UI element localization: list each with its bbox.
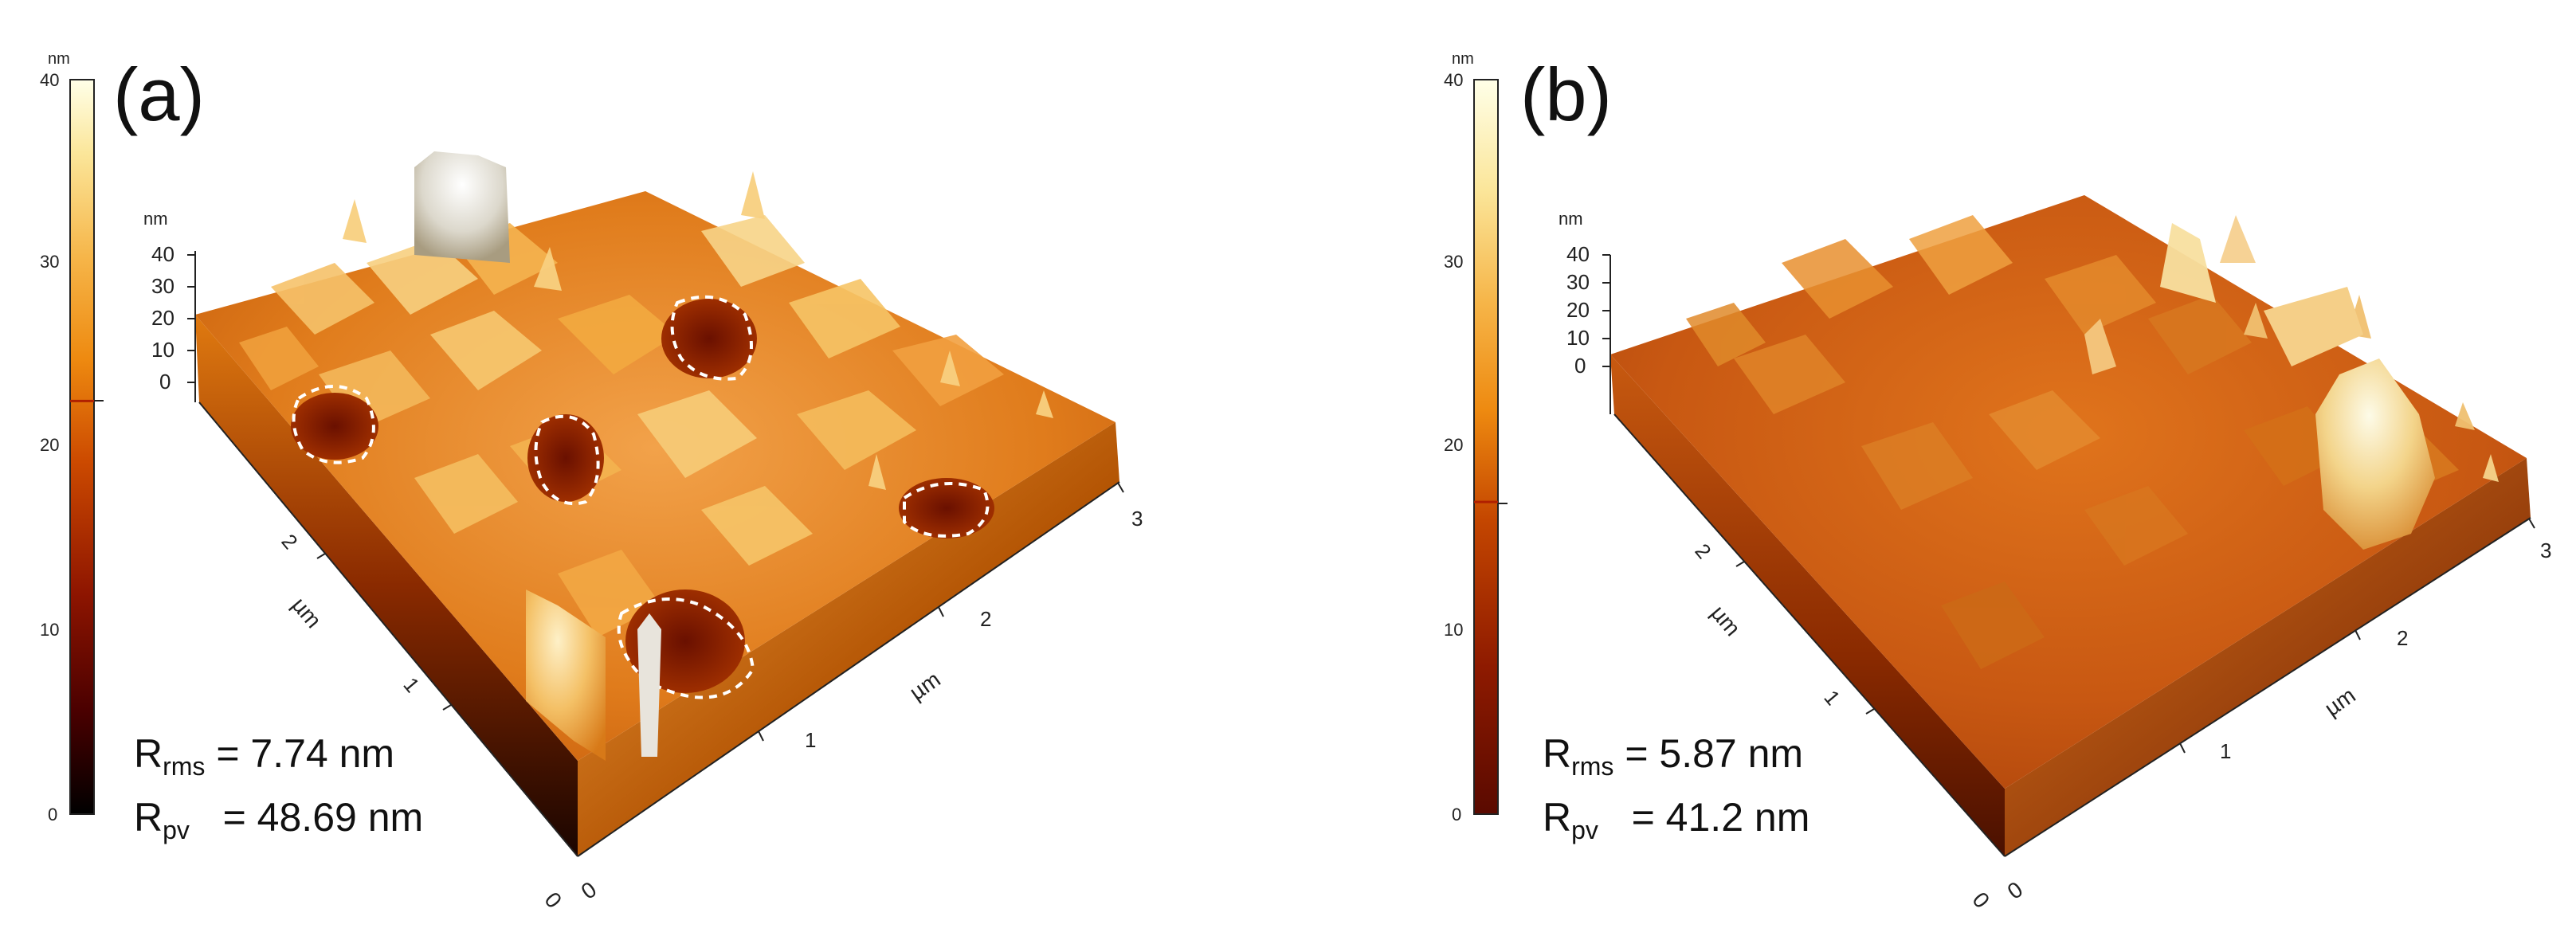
colorbar-tick: 0 [1452,805,1461,824]
rpv-symbol: R [1543,795,1572,840]
x-axis-unit: µm [2320,683,2360,721]
z-axis-tick: 0 [159,370,171,394]
colorbar-tick: 30 [1444,252,1463,272]
z-axis-tick: 30 [151,274,174,298]
afm-surface-a: nm 0 10 20 30 40 [40,50,1143,913]
x-axis-tick: 2 [2397,626,2408,650]
z-axis-tick: 10 [1566,326,1590,350]
y-axis-tick: 1 [1819,686,1845,710]
y-axis-unit: µm [287,593,326,633]
colorbar-a: nm 0 10 20 30 40 [40,50,104,824]
x-axis-tick: 3 [1131,507,1143,531]
rrms-row: Rrms = 5.87 nm [1543,728,1809,792]
z-axis-tick: 30 [1566,270,1590,294]
y-axis-tick: 2 [276,530,302,554]
z-axis-tick: 20 [1566,298,1590,322]
colorbar-tick: 40 [1444,70,1463,90]
colorbar-tick: 10 [40,620,59,640]
z-axis-unit: nm [1559,209,1583,229]
x-axis-b [2004,517,2535,857]
z-axis-a [187,251,196,402]
rpv-symbol: R [134,795,163,840]
x-axis-a [577,481,1124,857]
z-axis-tick: 40 [1566,242,1590,266]
origin-label: 0 [577,877,602,904]
afm-panel-a: nm 0 10 20 30 40 [40,50,1143,913]
rrms-subscript: rms [1571,752,1614,781]
x-axis-tick: 1 [805,728,816,752]
colorbar-tick: 20 [40,435,59,455]
panel-label-b: (b) [1520,53,1612,136]
rrms-symbol: R [1543,731,1572,776]
rrms-row: Rrms = 7.74 nm [134,728,423,792]
colorbar-tick: 10 [1444,620,1463,640]
rpv-row: Rpv = 48.69 nm [134,792,423,856]
surface-3d-b [1610,195,2531,856]
colorbar-b: nm 0 10 20 30 40 [1444,50,1508,824]
colorbar-unit: nm [48,50,70,68]
panel-label-a: (a) [113,53,205,136]
origin-label: 0 [1967,887,1994,913]
y-axis-b [1613,413,2006,857]
z-axis-tick: 20 [151,306,174,330]
rrms-symbol: R [134,731,163,776]
z-axis-tick: 10 [151,338,174,362]
colorbar-tick: 40 [40,70,59,90]
rrms-subscript: rms [163,752,206,781]
rpv-subscript: pv [1571,816,1598,844]
x-axis-tick: 3 [2540,539,2551,562]
surface-3d-a [195,151,1119,856]
z-axis-tick: 0 [1574,354,1586,378]
x-axis-tick: 1 [2220,739,2231,763]
rpv-value: = 41.2 nm [1609,795,1810,840]
y-axis-unit: µm [1706,601,1745,640]
roughness-stats-b: Rrms = 5.87 nm Rpv = 41.2 nm [1543,728,1809,856]
x-axis-tick: 2 [980,607,991,631]
colorbar-unit: nm [1452,50,1474,68]
afm-surface-b: nm 0 10 20 30 40 [1444,50,2551,913]
y-axis-tick: 2 [1690,539,1715,563]
z-axis-b [1602,254,1611,414]
afm-panel-b: nm 0 10 20 30 40 [1288,0,2576,940]
rpv-subscript: pv [163,816,190,844]
origin-label: 0 [2003,877,2028,904]
z-axis-unit: nm [143,209,168,229]
origin-label: 0 [539,887,567,913]
colorbar-tick: 20 [1444,435,1463,455]
rpv-row: Rpv = 41.2 nm [1543,792,1809,856]
rrms-value: = 5.87 nm [1625,731,1804,776]
colorbar-tick: 0 [48,805,57,824]
colorbar-tick: 30 [40,252,59,272]
y-axis-a [198,401,578,857]
rrms-value: = 7.74 nm [216,731,395,776]
x-axis-unit: µm [905,667,945,705]
rpv-value: = 48.69 nm [200,795,424,840]
y-axis-tick: 1 [398,673,424,697]
z-axis-tick: 40 [151,242,174,266]
roughness-stats-a: Rrms = 7.74 nm Rpv = 48.69 nm [134,728,423,856]
